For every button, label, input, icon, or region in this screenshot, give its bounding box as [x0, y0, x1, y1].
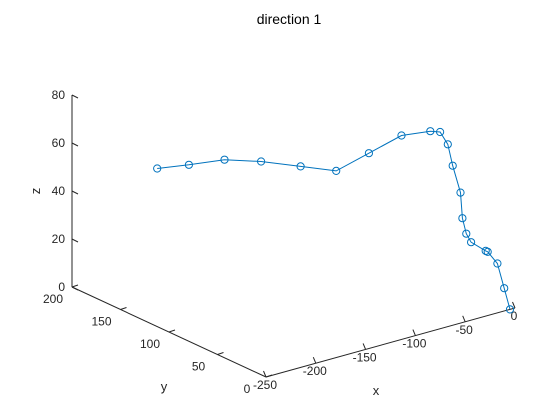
data-point-marker [332, 166, 341, 175]
z-axis-label: z [28, 188, 43, 195]
z-tick-label: 80 [52, 88, 66, 102]
data-point-marker [443, 140, 452, 149]
z-tick-label: 20 [52, 232, 66, 246]
y-tick-label: 200 [43, 292, 63, 306]
series-line [157, 130, 511, 310]
z-tick-label: 0 [58, 280, 65, 294]
z-tick-mark [71, 142, 79, 147]
tick-labels: -250-200-150-100-50005010015020002040608… [43, 88, 518, 396]
x-tick-mark [263, 370, 267, 378]
data-point-marker [481, 246, 490, 255]
x-tick-mark [512, 301, 516, 309]
x-tick-label: -100 [402, 337, 426, 351]
y-tick-label: 50 [192, 360, 206, 374]
data-point-marker [500, 284, 509, 293]
x-tick-mark [412, 329, 416, 336]
x-axis-label: x [373, 383, 380, 398]
z-tick-label: 40 [52, 184, 66, 198]
y-tick-mark [265, 374, 273, 378]
data-point-marker [426, 127, 435, 136]
y-tick-label: 0 [244, 382, 251, 396]
y-tick-mark [120, 307, 127, 310]
z-tick-mark [71, 238, 79, 243]
x-tick-label: -200 [303, 364, 327, 378]
y-axis-label: y [161, 379, 168, 394]
x-tick-mark [362, 343, 367, 350]
x-tick-mark [312, 357, 317, 364]
data-point-marker [462, 229, 471, 238]
data-point-marker [397, 131, 406, 140]
y-tick-label: 150 [91, 315, 111, 329]
z-tick-label: 60 [52, 136, 66, 150]
z-tick-mark [71, 94, 79, 99]
data-point-marker [493, 259, 502, 268]
y-tick-label: 100 [140, 337, 160, 351]
x-axis-line [265, 307, 516, 378]
data-point-marker [448, 161, 457, 170]
y-tick-mark [71, 284, 79, 288]
x-tick-mark [462, 315, 466, 322]
data-point-marker [458, 214, 467, 223]
data-point-marker [220, 155, 229, 164]
data-point-marker [436, 127, 445, 137]
x-tick-label: -150 [353, 350, 377, 364]
data-point-marker [364, 149, 373, 158]
z-tick-mark [71, 286, 79, 291]
data-point-marker [296, 162, 305, 171]
y-tick-mark [168, 329, 176, 333]
chart-title: direction 1 [257, 11, 322, 27]
data-point-marker [153, 164, 162, 173]
y-tick-mark [217, 352, 224, 355]
axes [71, 95, 516, 378]
x-tick-label: -50 [456, 323, 474, 337]
data-point-marker [505, 305, 515, 314]
plot-area [153, 127, 515, 314]
data-point-marker [467, 238, 476, 247]
data-point-marker [456, 188, 465, 197]
tick-marks [71, 94, 516, 378]
z-tick-mark [71, 190, 79, 195]
x-tick-label: 0 [511, 309, 518, 323]
data-point-marker [257, 157, 266, 166]
x-tick-label: -250 [253, 378, 277, 392]
data-point-marker [184, 160, 193, 169]
